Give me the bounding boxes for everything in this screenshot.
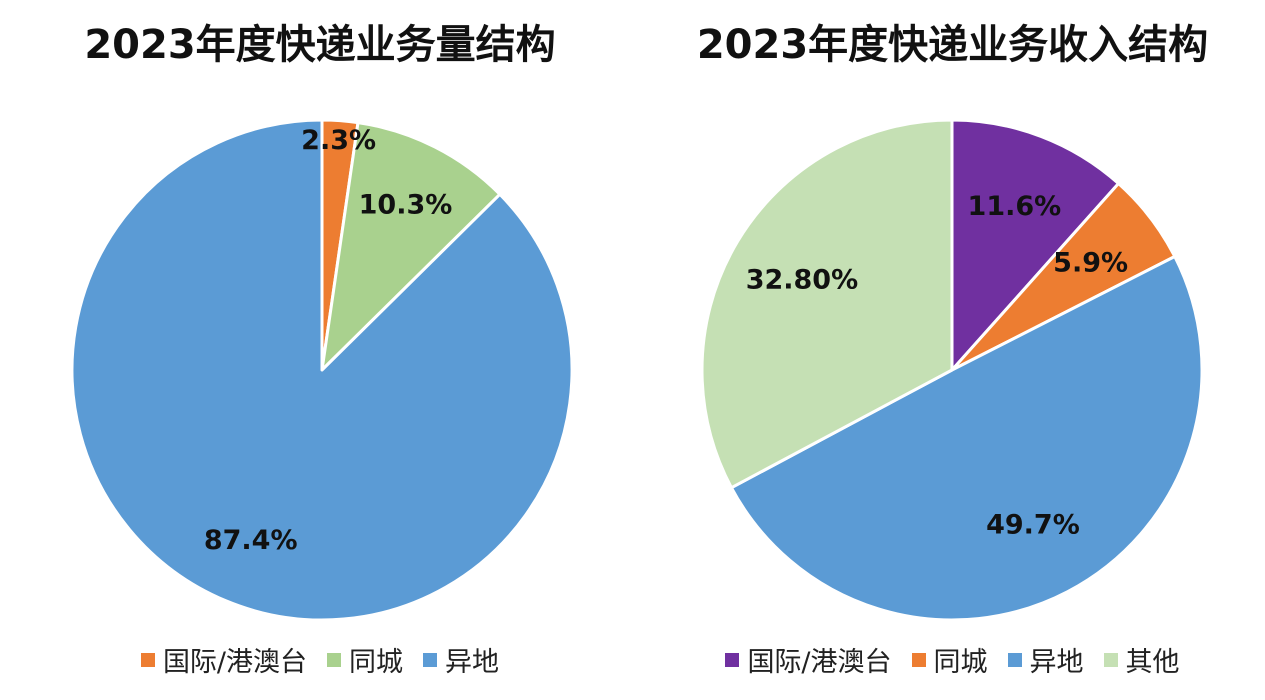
legend-item: 异地 <box>1007 640 1084 679</box>
pie-chart-volume: 2023年度快递业务量结构 2.3% 10.3% 87.4% 国际/港澳台 同城 异地 <box>0 22 640 679</box>
legend-swatch <box>327 652 342 667</box>
pie-chart-revenue: 2023年度快递业务收入结构 11.6% 5.9% 49.7% 32.80% 国际/港… <box>640 0 1265 700</box>
slice-data-label: 5.9% <box>1053 248 1128 279</box>
legend-item: 同城 <box>327 640 403 679</box>
legend-swatch <box>725 652 740 667</box>
pie-plot: 2.3% 10.3% 87.4% <box>70 118 574 622</box>
legend-item: 同城 <box>911 640 988 679</box>
legend-item: 国际/港澳台 <box>140 640 308 679</box>
pie-slice-3 <box>70 118 574 622</box>
legend-label: 同城 <box>933 647 988 678</box>
legend-swatch <box>140 652 155 667</box>
legend-item: 其他 <box>1103 640 1180 679</box>
slice-data-label: 2.3% <box>301 125 376 156</box>
legend-swatch <box>1007 652 1022 667</box>
legend: 国际/港澳台 同城 异地 其他 <box>640 640 1265 679</box>
legend-swatch <box>1103 652 1118 667</box>
chart-title: 2023年度快递业务收入结构 <box>696 22 1209 68</box>
legend-label: 国际/港澳台 <box>747 647 892 678</box>
legend-item: 国际/港澳台 <box>725 640 892 679</box>
slice-data-label: 10.3% <box>359 189 453 220</box>
slice-data-label: 49.7% <box>986 510 1080 541</box>
legend-label: 同城 <box>349 647 404 678</box>
slice-data-label: 11.6% <box>968 191 1062 222</box>
legend-label: 异地 <box>1029 647 1084 678</box>
legend-label: 异地 <box>445 647 500 678</box>
pie-plot: 11.6% 5.9% 49.7% 32.80% <box>700 118 1204 622</box>
legend-item: 异地 <box>423 640 499 679</box>
slice-data-label: 87.4% <box>204 525 298 556</box>
legend-swatch <box>911 652 926 667</box>
chart-title: 2023年度快递业务量结构 <box>84 22 556 68</box>
legend: 国际/港澳台 同城 异地 <box>0 640 640 679</box>
legend-label: 国际/港澳台 <box>162 647 308 678</box>
pie-slice-4 <box>700 118 954 490</box>
slice-data-label: 32.80% <box>746 264 858 295</box>
legend-label: 其他 <box>1125 647 1180 678</box>
pie-slice-1 <box>950 118 1121 372</box>
pie-slice-3 <box>729 255 1204 622</box>
legend-swatch <box>423 652 438 667</box>
pie-slice-2 <box>320 121 502 372</box>
